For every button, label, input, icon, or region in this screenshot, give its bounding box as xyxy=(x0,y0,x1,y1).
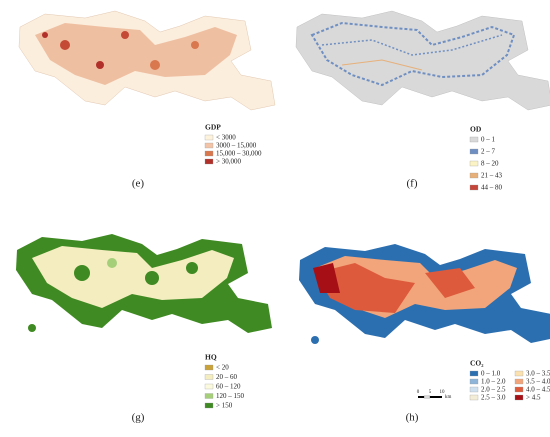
legend-label: 3.5 – 4.0 xyxy=(526,378,550,386)
legend-label: 2 – 7 xyxy=(481,148,496,156)
legend-swatch xyxy=(469,184,479,191)
legend-label: < 3000 xyxy=(216,134,236,142)
legend-label: < 20 xyxy=(216,364,229,372)
panel-label: (e) xyxy=(132,178,145,190)
legend-label: 120 – 150 xyxy=(216,392,245,400)
legend-title: CO₂ xyxy=(470,359,484,368)
legend-swatch xyxy=(204,142,214,149)
legend-label: > 30,000 xyxy=(216,158,241,166)
legend-label: 60 – 120 xyxy=(216,383,241,391)
legend-label: 2.5 – 3.0 xyxy=(481,394,506,402)
legend-label: 3.0 – 3.5 xyxy=(526,370,550,378)
legend-label: 8 – 20 xyxy=(481,160,499,168)
panel-label: (f) xyxy=(407,178,418,190)
legend-title: HQ xyxy=(205,353,217,362)
legend-swatch xyxy=(469,136,479,143)
legend-title: OD xyxy=(470,125,482,134)
scale-tick-label: 10 xyxy=(440,390,446,395)
legend-label: 1.0 – 2.0 xyxy=(481,378,506,386)
legend-swatch xyxy=(204,364,214,371)
legend-swatch xyxy=(204,158,214,165)
map-g xyxy=(16,234,272,333)
legend-label: 20 – 60 xyxy=(216,373,238,381)
legend-swatch xyxy=(469,160,479,167)
legend-label: > 150 xyxy=(216,402,233,410)
scale-bar-segment xyxy=(423,395,431,399)
legend-swatch xyxy=(514,370,524,377)
panel-label: (g) xyxy=(132,412,145,424)
legend-label: 4.0 – 4.5 xyxy=(526,386,550,394)
legend-swatch xyxy=(204,374,214,380)
legend-swatch xyxy=(469,148,479,155)
scale-unit: km xyxy=(445,395,452,400)
legend-label: 15,000 – 30,000 xyxy=(216,150,262,158)
map-h xyxy=(299,244,550,344)
legend-swatch xyxy=(204,402,214,409)
legend-swatch xyxy=(514,386,524,393)
legend-swatch xyxy=(204,393,214,399)
legend-swatch xyxy=(469,394,479,401)
legend-swatch xyxy=(469,172,479,179)
legend-label: 21 – 43 xyxy=(481,172,503,180)
legend-swatch xyxy=(514,394,524,401)
legend-label: 2.0 – 2.5 xyxy=(481,386,506,394)
legend-swatch xyxy=(204,134,214,141)
map-e xyxy=(18,10,276,111)
legend-swatch xyxy=(469,378,479,385)
legend-label: > 4.5 xyxy=(526,394,541,402)
legend-title: GDP xyxy=(205,123,221,132)
legend-swatch xyxy=(514,378,524,385)
panel-label: (h) xyxy=(406,412,419,424)
legend-label: 3000 – 15,000 xyxy=(216,142,257,150)
legend-label: 0 – 1.0 xyxy=(481,370,501,378)
map-f xyxy=(295,10,550,111)
legend-swatch xyxy=(469,386,479,393)
legend-swatch xyxy=(204,150,214,157)
scale-tick-label: 5 xyxy=(429,390,432,395)
legend-swatch xyxy=(469,370,479,377)
scale-tick-label: 0 xyxy=(417,390,420,395)
legend-label: 0 – 1 xyxy=(481,136,496,144)
legend-swatch xyxy=(204,383,214,390)
legend-label: 44 – 80 xyxy=(481,184,503,192)
